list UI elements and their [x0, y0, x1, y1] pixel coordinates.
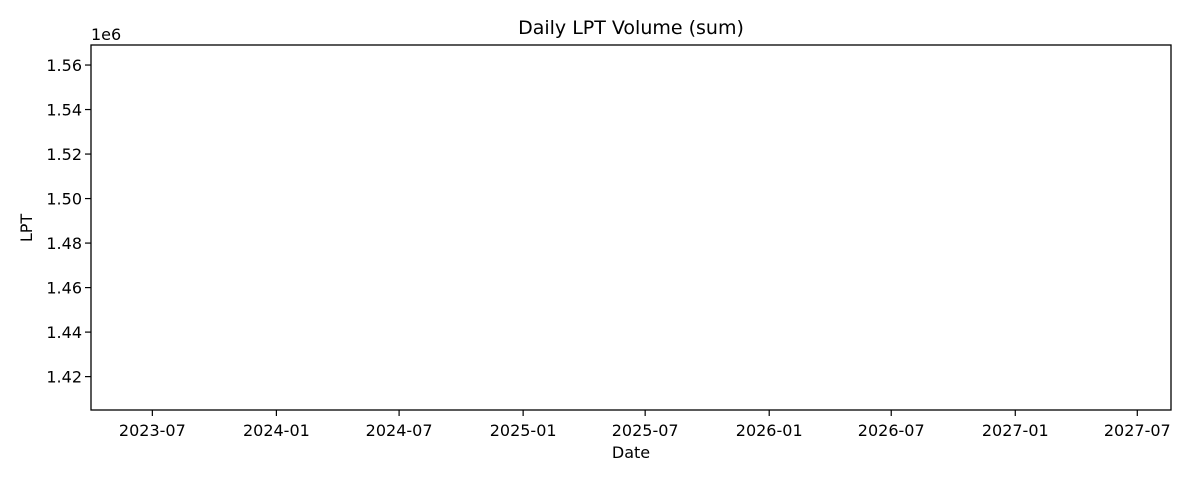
x-tick-label: 2025-07: [612, 421, 679, 440]
x-axis-label: Date: [612, 443, 650, 462]
y-offset-label: 1e6: [91, 25, 121, 44]
y-tick-label: 1.46: [46, 279, 82, 298]
y-tick-label: 1.48: [46, 234, 82, 253]
x-axis: 2023-07 2024-01 2024-07 2025-01 2025-07 2026-…: [119, 410, 1171, 440]
chart-title: Daily LPT Volume (sum): [518, 17, 744, 39]
x-tick-label: 2024-01: [243, 421, 310, 440]
y-tick-label: 1.50: [46, 190, 82, 209]
x-tick-label: 2026-07: [858, 421, 925, 440]
y-axis: 1.42 1.44 1.46 1.48 1.50 1.52 1.54 1.56: [46, 56, 91, 387]
plot-area: [90, 44, 1172, 411]
x-tick-label: 2024-07: [366, 421, 433, 440]
y-tick-label: 1.42: [46, 368, 82, 387]
x-tick-label: 2025-01: [490, 421, 557, 440]
x-tick-label: 2027-07: [1104, 421, 1171, 440]
y-tick-label: 1.56: [46, 56, 82, 75]
y-tick-label: 1.44: [46, 323, 82, 342]
x-tick-label: 2027-01: [982, 421, 1049, 440]
x-tick-label: 2026-01: [736, 421, 803, 440]
y-tick-label: 1.54: [46, 101, 82, 120]
y-axis-label: LPT: [17, 214, 36, 243]
x-tick-label: 2023-07: [119, 421, 186, 440]
y-tick-label: 1.52: [46, 145, 82, 164]
